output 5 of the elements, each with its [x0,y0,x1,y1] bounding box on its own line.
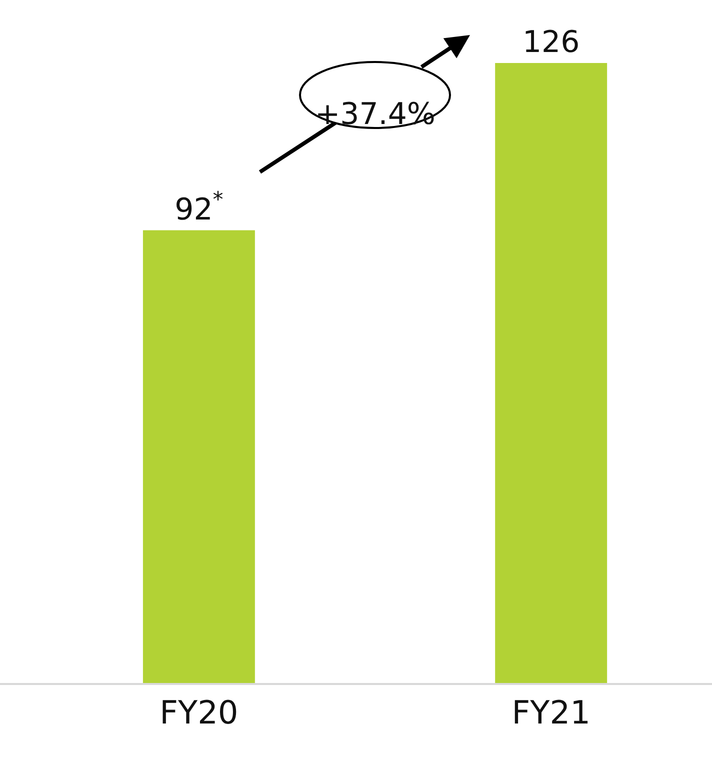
x-tick-label: FY21 [512,693,590,732]
data-label: 126 [522,25,580,60]
annotation: +37.4% [315,97,436,132]
x-tick-label: FY20 [160,693,238,732]
data-label: 92$^{*}$ [174,188,224,228]
